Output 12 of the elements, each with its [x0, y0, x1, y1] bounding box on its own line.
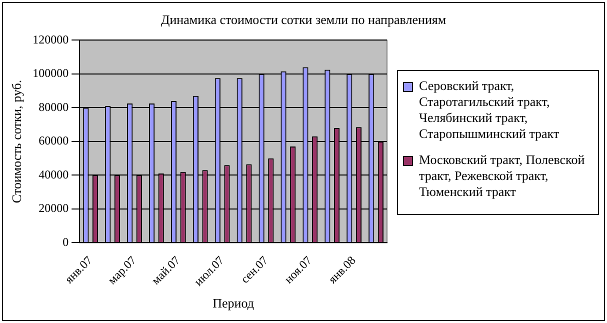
y-tick-label: 60000 [38, 134, 69, 148]
y-tick-label: 120000 [32, 32, 69, 46]
y-tick-label: 100000 [32, 66, 69, 80]
legend-label: Серовский тракт, Старотагильский тракт, Челябинский тракт, Старопышминский тракт [419, 78, 560, 142]
y-tick-label: 40000 [38, 167, 69, 182]
x-axis-title: Период [212, 296, 254, 311]
chart-title: Динамика стоимости сотки земли по направлениям [160, 12, 448, 28]
y-axis-title: Стоимость сотки, руб. [9, 80, 24, 204]
legend-label: Московский тракт, Полевской тракт, Режевской тракт, Тюменский тракт [419, 152, 586, 200]
y-tick-label: 0 [62, 234, 69, 249]
y-tick-label: 20000 [38, 201, 69, 216]
y-tick-label: 80000 [38, 100, 69, 114]
